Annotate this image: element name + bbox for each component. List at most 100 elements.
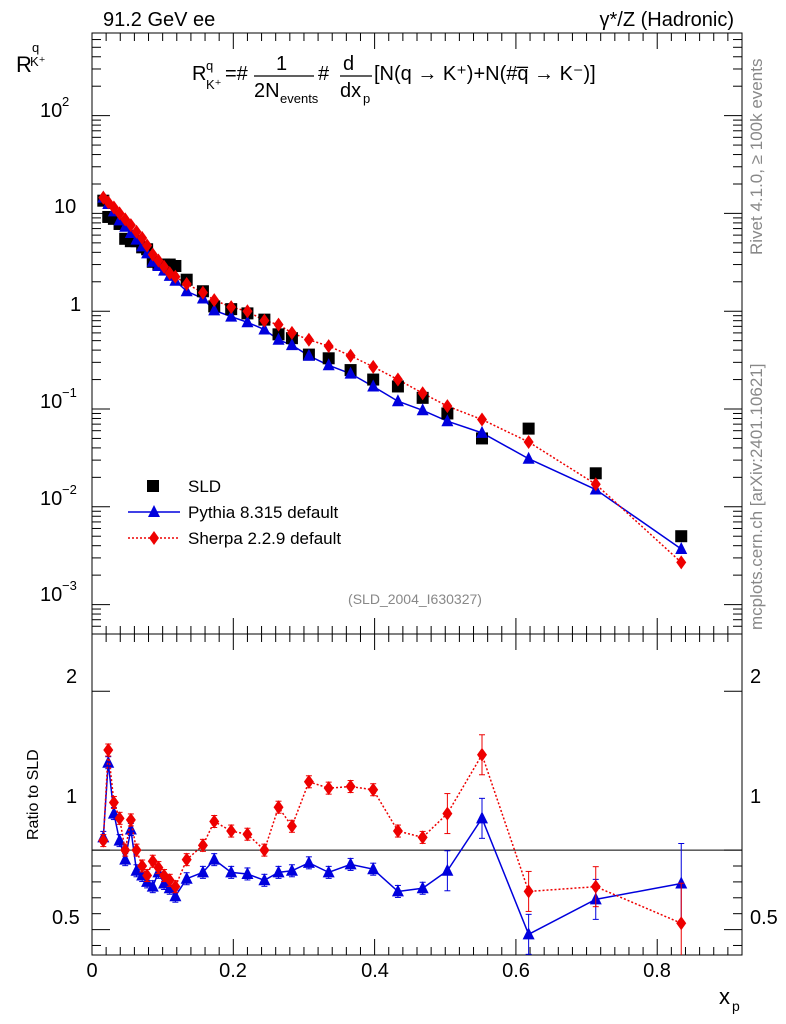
data-point-sherpa: [392, 824, 403, 839]
data-point-pythia: [272, 865, 285, 878]
mcplots-label: mcplots.cern.ch [arXiv:2401.10621]: [747, 364, 766, 630]
data-point-sherpa: [120, 843, 131, 858]
data-point-pythia: [391, 394, 404, 407]
data-point-pythia: [113, 833, 126, 846]
data-point-sherpa: [676, 916, 687, 931]
top-axis-ticks: [91, 32, 742, 635]
svg-text:2: 2: [66, 666, 77, 688]
ratio-y-tick-labels: 2 1 0.5 2 1 0.5: [52, 666, 778, 929]
data-point-sherpa: [125, 812, 136, 827]
legend-pythia-marker: [148, 505, 160, 517]
data-point-sherpa: [103, 743, 114, 758]
svg-text:2: 2: [62, 94, 69, 109]
data-point-sherpa: [345, 779, 356, 794]
header-left-label: 91.2 GeV ee: [103, 9, 215, 31]
data-point-sld: [441, 407, 454, 420]
legend-sld-marker: [147, 480, 159, 492]
svg-text:p: p: [732, 998, 740, 1014]
data-point-sherpa: [286, 325, 297, 340]
data-point-sld: [589, 467, 602, 480]
svg-text:R: R: [16, 52, 32, 77]
svg-text:q: q: [206, 58, 213, 73]
ratio-y-axis-title: Ratio to SLD: [25, 749, 42, 840]
data-point-sherpa: [590, 879, 601, 894]
data-point-pythia: [302, 855, 315, 868]
analysis-id-label: (SLD_2004_I630327): [348, 591, 482, 607]
data-point-sherpa: [442, 399, 453, 414]
legend: SLD Pythia 8.315 default Sherpa 2.2.9 de…: [128, 477, 341, 548]
data-point-pythia: [285, 338, 298, 351]
data-point-sherpa: [242, 304, 253, 319]
svg-text:0.4: 0.4: [361, 960, 389, 982]
data-point-pythia: [675, 876, 688, 889]
data-point-pythia: [367, 862, 380, 875]
top-y-axis-title: R q K⁺: [16, 40, 46, 77]
svg-text:q: q: [32, 40, 39, 55]
svg-text:p: p: [363, 91, 370, 106]
data-point-sherpa: [323, 339, 334, 354]
data-point-pythia: [441, 863, 454, 876]
legend-pythia-label: Pythia 8.315 default: [188, 503, 339, 522]
data-point-sherpa: [147, 854, 158, 869]
legend-sld-label: SLD: [188, 477, 221, 496]
data-point-sherpa: [131, 224, 142, 239]
data-point-sherpa: [226, 300, 237, 315]
ratio-pythia-line: [102, 762, 682, 936]
data-point-sherpa: [477, 412, 487, 427]
data-point-sherpa: [286, 819, 297, 834]
data-point-sherpa: [197, 838, 208, 853]
top-plot-data: [97, 190, 688, 570]
data-point-sherpa: [108, 795, 119, 810]
data-point-sherpa: [114, 811, 125, 826]
data-point-pythia: [102, 755, 115, 768]
pythia-line: [102, 197, 682, 550]
data-point-sherpa: [368, 359, 379, 374]
data-point-sld: [522, 422, 535, 435]
data-point-sherpa: [170, 879, 181, 894]
data-point-sherpa: [323, 781, 334, 796]
top-y-tick-labels: 10 2 10 1 10 −1 10 −2 10 −3: [40, 94, 81, 606]
data-point-sherpa: [159, 259, 170, 274]
data-point-sherpa: [273, 317, 284, 332]
svg-text:10: 10: [40, 391, 62, 413]
svg-text:1: 1: [750, 786, 761, 808]
data-point-pythia: [302, 348, 315, 361]
data-point-sherpa: [209, 293, 220, 308]
svg-text:−3: −3: [62, 578, 77, 593]
ratio-plot-frame: [91, 633, 743, 956]
data-point-sherpa: [303, 332, 314, 347]
data-point-sherpa: [181, 276, 192, 291]
data-point-sherpa: [209, 814, 220, 829]
data-point-sherpa: [392, 372, 403, 387]
data-point-sherpa: [273, 800, 284, 815]
data-point-pythia: [322, 865, 335, 878]
svg-text:10: 10: [54, 196, 76, 218]
data-point-pythia: [272, 332, 285, 345]
data-point-pythia: [416, 403, 429, 416]
data-point-sherpa: [676, 555, 687, 570]
data-point-pythia: [225, 309, 238, 322]
rivet-version-label: Rivet 4.1.0, ≥ 100k events: [747, 59, 766, 255]
svg-text:K⁺: K⁺: [206, 77, 222, 92]
data-point-sherpa: [181, 852, 192, 867]
data-point-sherpa: [303, 774, 314, 789]
data-point-pythia: [344, 857, 357, 870]
svg-text:1: 1: [66, 786, 77, 808]
svg-text:events: events: [280, 91, 319, 106]
svg-text:0.6: 0.6: [502, 960, 530, 982]
data-point-sherpa: [164, 873, 175, 888]
svg-text:2: 2: [750, 666, 761, 688]
svg-text:−2: −2: [62, 482, 77, 497]
data-point-sherpa: [259, 843, 270, 858]
data-point-sherpa: [197, 285, 208, 300]
x-tick-labels: 0 0.2 0.4 0.6 0.8: [86, 960, 670, 982]
data-point-pythia: [241, 315, 254, 328]
data-point-pythia: [322, 358, 335, 371]
data-point-sherpa: [442, 806, 453, 821]
svg-text:x: x: [719, 984, 730, 1009]
data-point-sherpa: [131, 843, 142, 858]
formula-title: R q K⁺ =# 1 2N events # d dx p [N(q → K⁺…: [192, 53, 596, 106]
svg-text:=#: =#: [225, 63, 249, 85]
svg-text:10: 10: [40, 100, 62, 122]
